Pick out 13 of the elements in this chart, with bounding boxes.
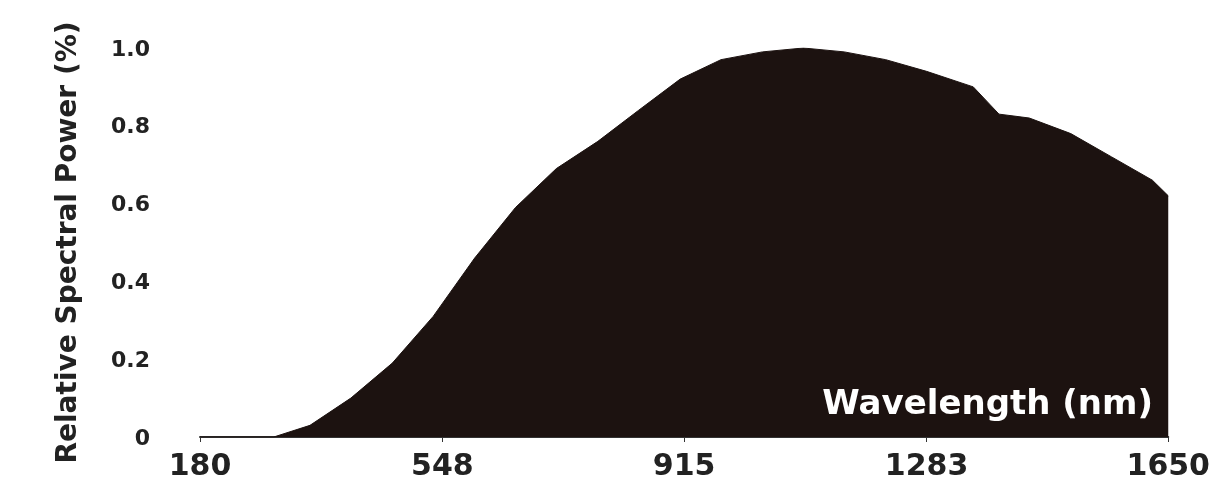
x-tick-label: 548: [411, 446, 474, 482]
y-axis-title: Relative Spectral Power (%): [49, 21, 83, 464]
x-axis-title: Wavelength (nm): [822, 382, 1154, 422]
x-tick-label: 915: [652, 446, 716, 482]
x-tick-label: 1650: [1126, 446, 1210, 482]
y-tick-label: 0.4: [111, 268, 150, 294]
y-tick-label: 0.8: [111, 113, 150, 139]
y-tick-label: 0.6: [111, 191, 150, 217]
y-tick-label: 0.2: [111, 346, 150, 372]
y-tick-label: 0: [134, 424, 150, 450]
y-tick-label: 1.0: [111, 35, 150, 61]
x-tick-label: 1283: [884, 446, 969, 482]
x-tick-label: 180: [168, 446, 232, 482]
